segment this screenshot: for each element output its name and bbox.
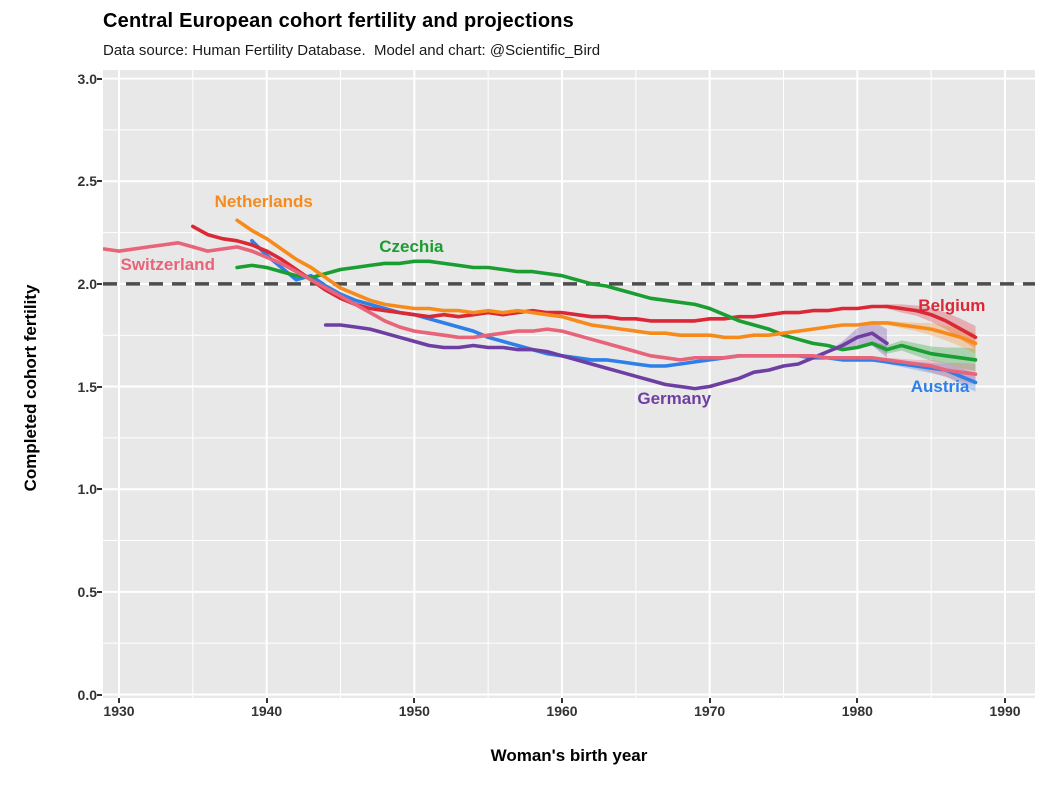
y-tick-mark xyxy=(97,385,102,388)
y-tick-label: 0.0 xyxy=(77,686,97,703)
x-tick-mark xyxy=(265,698,268,703)
y-tick-mark xyxy=(97,693,102,696)
x-tick-label: 1950 xyxy=(398,703,430,719)
series-ribbon-austria xyxy=(872,359,976,392)
country-label-switzerland: Switzerland xyxy=(120,255,215,275)
series-ribbon-switzerland xyxy=(872,357,976,385)
x-tick-label: 1970 xyxy=(694,703,726,719)
country-label-austria: Austria xyxy=(910,376,970,396)
y-tick-mark xyxy=(97,282,102,285)
y-tick-label: 2.0 xyxy=(77,275,97,292)
x-tick-mark xyxy=(1004,698,1006,703)
x-tick-label: 1980 xyxy=(841,703,873,719)
chart-title: Central European cohort fertility and pr… xyxy=(103,10,574,32)
series-ribbon-netherlands xyxy=(872,320,976,354)
series-line-austria xyxy=(250,239,978,385)
y-tick-mark xyxy=(97,488,102,491)
country-label-belgium: Belgium xyxy=(918,296,986,316)
series-ribbon-belgium xyxy=(872,304,976,349)
y-tick-label: 1.0 xyxy=(77,481,97,498)
series-line-netherlands xyxy=(235,218,978,346)
y-tick-mark xyxy=(97,590,102,593)
country-label-netherlands: Netherlands xyxy=(214,191,313,211)
country-label-germany: Germany xyxy=(637,388,712,408)
x-tick-mark xyxy=(413,698,416,703)
x-tick-label: 1990 xyxy=(989,703,1021,719)
y-tick-label: 3.0 xyxy=(77,70,97,87)
x-axis-title: Woman's birth year xyxy=(490,746,648,765)
x-tick-mark xyxy=(708,698,711,703)
y-tick-label: 2.5 xyxy=(77,173,97,190)
y-tick-mark xyxy=(97,77,102,80)
x-tick-mark xyxy=(561,698,563,703)
plot-canvas xyxy=(103,70,1035,698)
x-tick-mark xyxy=(118,698,120,703)
plot-panel xyxy=(103,70,1035,698)
series-line-switzerland xyxy=(103,241,978,377)
series-line-germany xyxy=(323,323,889,391)
y-axis-title: Completed cohort fertility xyxy=(21,284,40,492)
x-tick-mark xyxy=(856,698,859,703)
country-label-czechia: Czechia xyxy=(379,236,444,256)
y-tick-mark xyxy=(97,180,102,183)
y-tick-label: 1.5 xyxy=(77,378,97,395)
x-tick-label: 1960 xyxy=(546,703,578,719)
x-tick-label: 1930 xyxy=(103,703,135,719)
series-line-czechia xyxy=(235,259,978,362)
chart-subtitle: Data source: Human Fertility Database. M… xyxy=(103,42,601,59)
x-tick-label: 1940 xyxy=(251,703,283,719)
y-tick-label: 0.5 xyxy=(77,583,97,600)
